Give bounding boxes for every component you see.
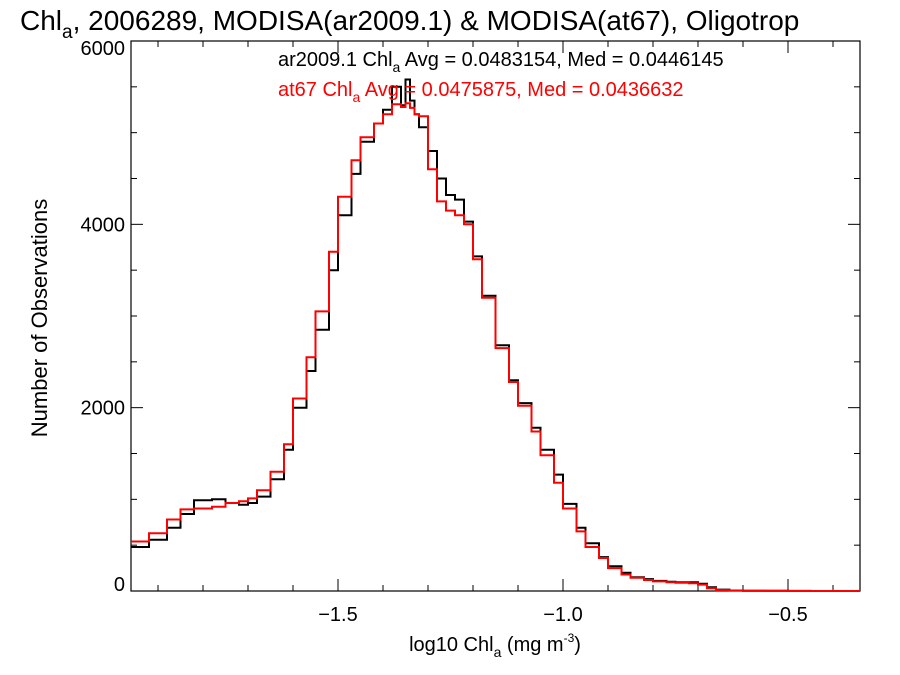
chart-title-pre: Chl xyxy=(20,5,62,36)
series-layer xyxy=(131,78,860,592)
chart-title-sub: a xyxy=(62,22,73,43)
legend-entry-ar2009-pre: ar2009.1 Chl xyxy=(278,49,393,71)
legend-entry-at67-pre: at67 Chl xyxy=(278,79,353,101)
y-tick-label: 6000 xyxy=(81,38,126,60)
legend-entry-ar2009: ar2009.1 Chla Avg = 0.0483154, Med = 0.0… xyxy=(278,49,724,75)
x-axis-label: log10 Chla (mg m-3) xyxy=(409,631,581,660)
y-tick-label: 2000 xyxy=(81,398,126,420)
legend-entry-at67: at67 Chla Avg = 0.0475875, Med = 0.04366… xyxy=(278,79,684,105)
x-tick-label: −1.0 xyxy=(543,604,582,626)
x-tick-label: −0.5 xyxy=(768,604,807,626)
x-tick-label: −1.5 xyxy=(318,604,357,626)
axis-ticks: −1.5 −1.0 −0.5 0 2000 4000 6000 xyxy=(81,38,860,626)
y-axis-label: Number of Observations xyxy=(27,199,52,437)
x-axis-label-post: ) xyxy=(574,634,581,656)
legend: ar2009.1 Chla Avg = 0.0483154, Med = 0.0… xyxy=(278,49,724,105)
x-axis-label-pre: log10 Chl xyxy=(409,634,494,656)
legend-entry-at67-post: Avg = 0.0475875, Med = 0.0436632 xyxy=(360,79,683,101)
legend-entry-at67-sub: a xyxy=(353,89,361,105)
legend-entry-ar2009-sub: a xyxy=(393,59,401,75)
chart-title: Chla, 2006289, MODISA(ar2009.1) & MODISA… xyxy=(20,5,799,43)
chart-title-post: , 2006289, MODISA(ar2009.1) & MODISA(at6… xyxy=(73,5,800,36)
x-axis-label-mid: (mg m xyxy=(501,634,563,656)
y-tick-label: 4000 xyxy=(81,214,126,236)
series-at67-line xyxy=(131,102,860,592)
legend-entry-ar2009-post: Avg = 0.0483154, Med = 0.0446145 xyxy=(400,49,723,71)
x-axis-label-sub: a xyxy=(494,644,502,660)
y-tick-label: 0 xyxy=(114,574,125,596)
x-axis-label-sup: -3 xyxy=(564,631,575,645)
